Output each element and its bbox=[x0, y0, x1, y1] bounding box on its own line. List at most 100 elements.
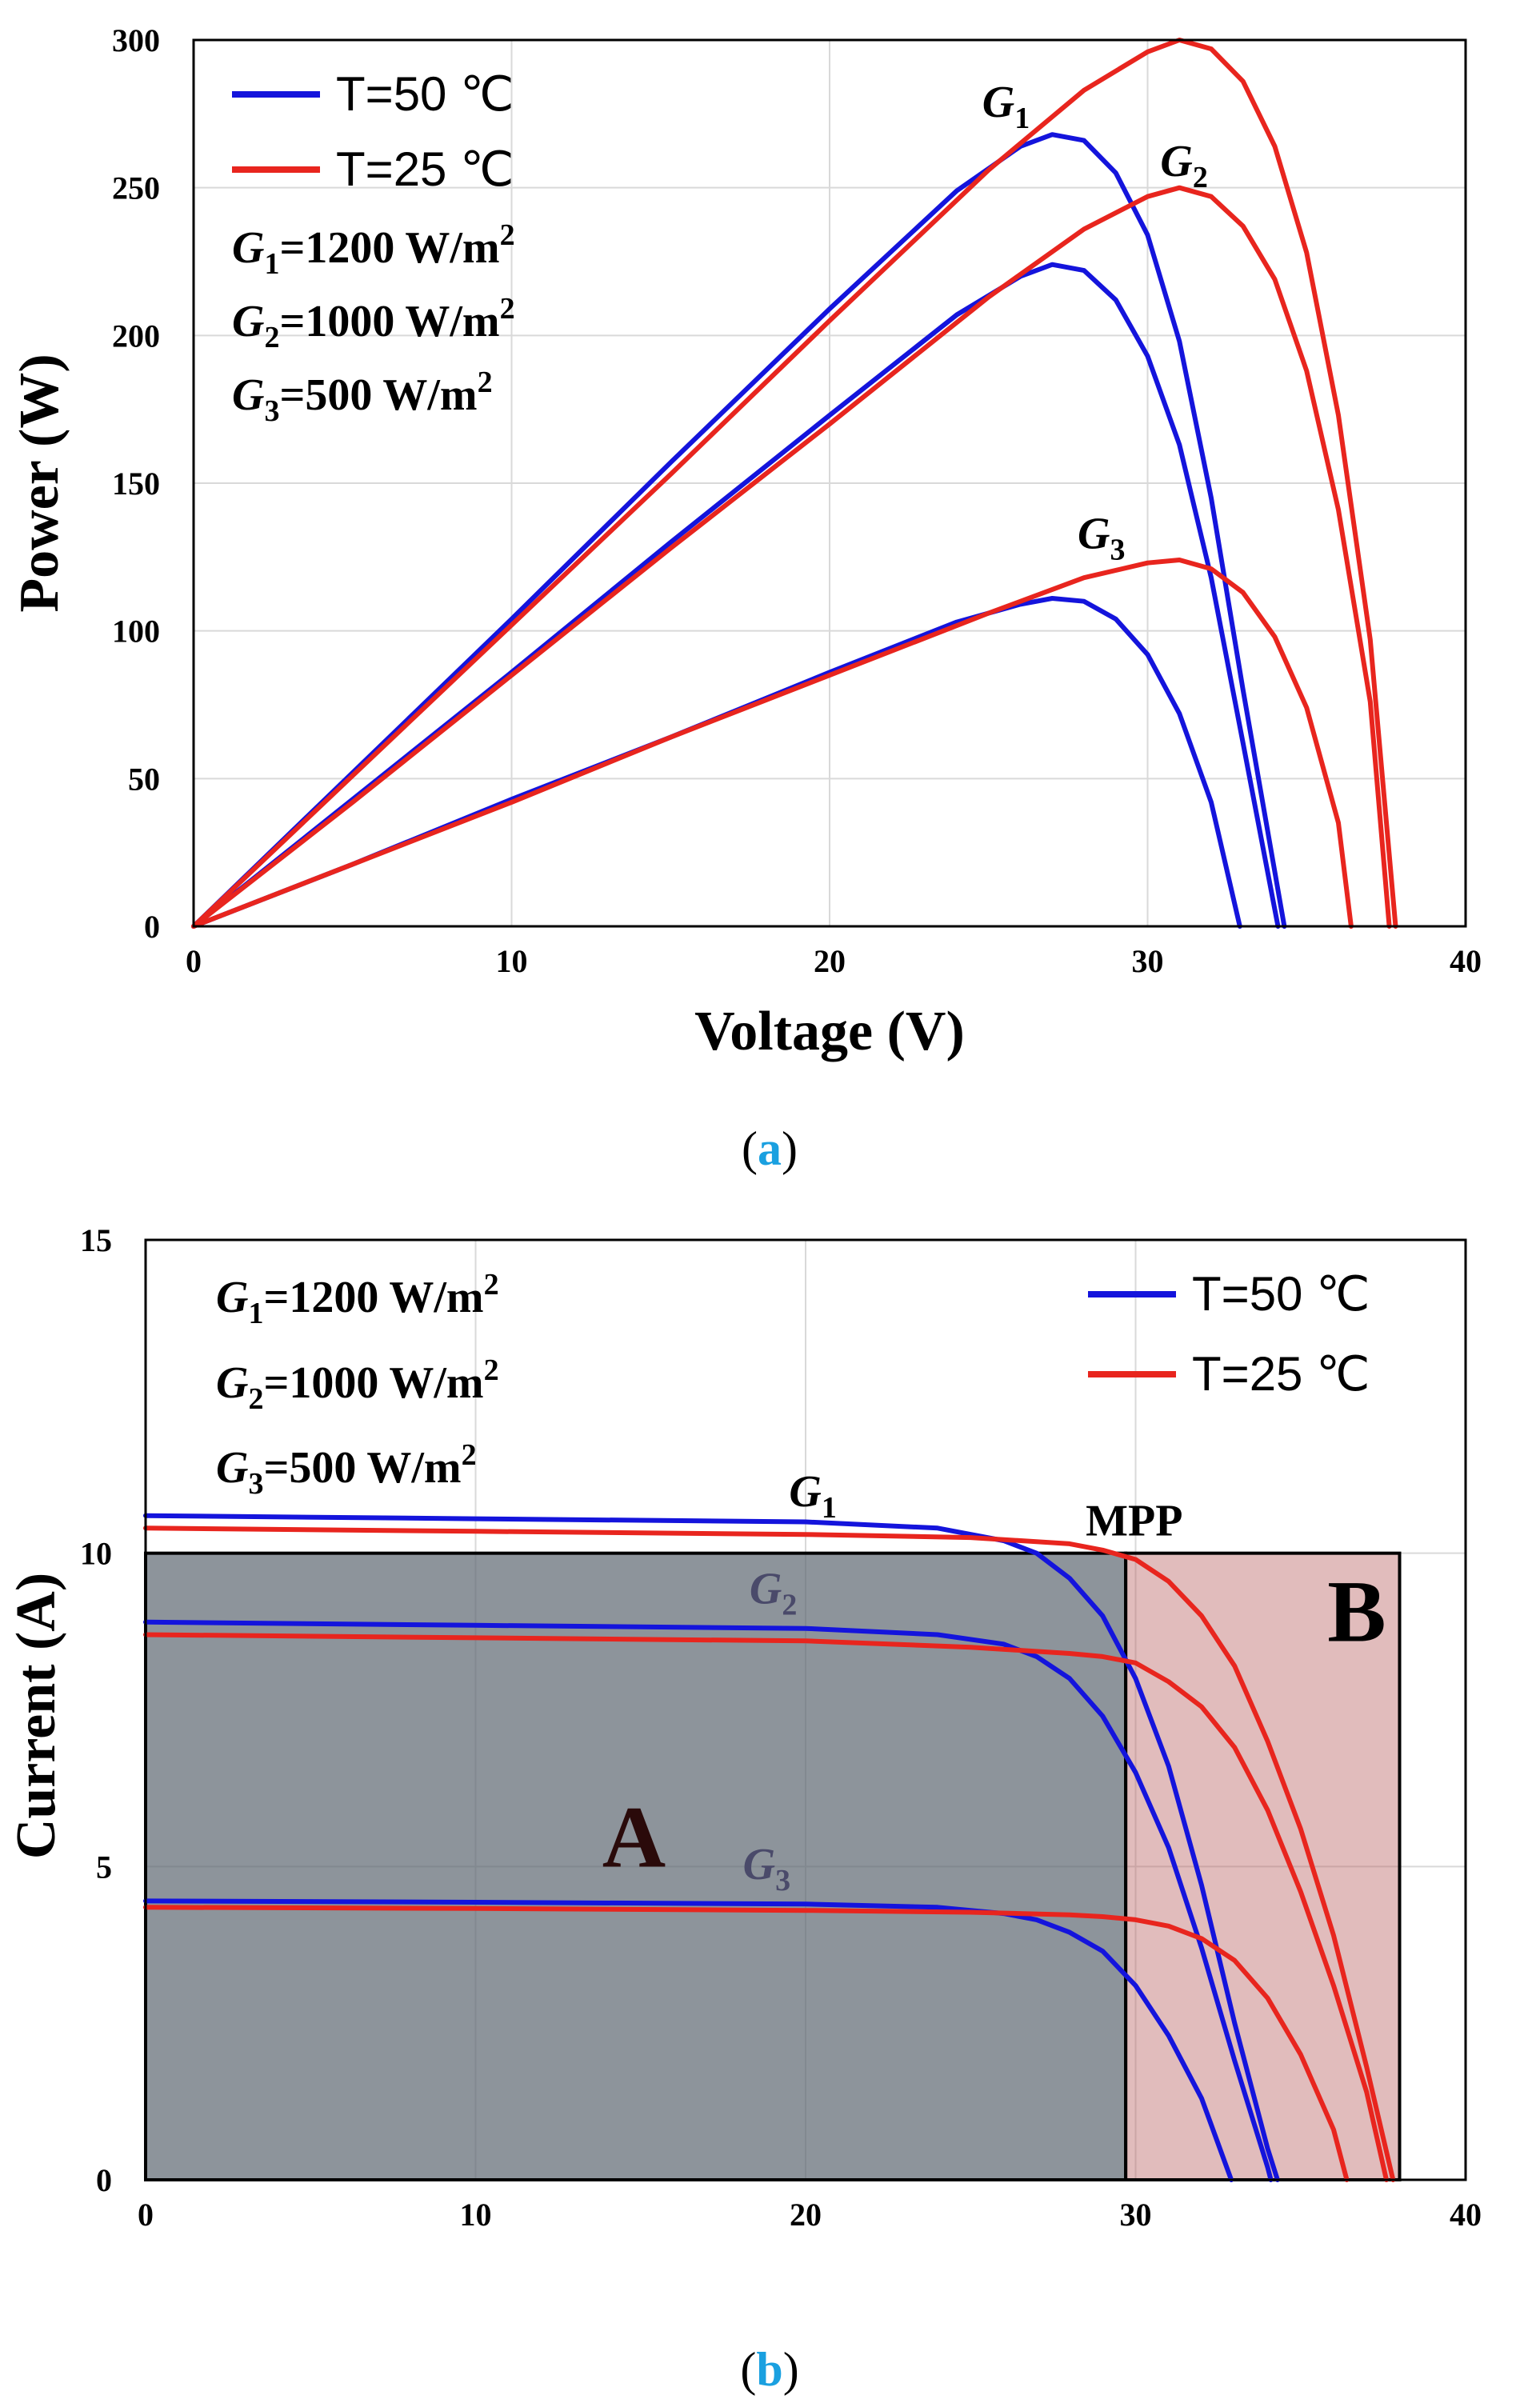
irradiance-sup: 2 bbox=[484, 1353, 499, 1387]
series-line bbox=[191, 38, 1398, 929]
y-tick-label: 0 bbox=[96, 2162, 112, 2198]
y-axis-label: Power (W) bbox=[9, 354, 70, 612]
x-tick-label: 20 bbox=[814, 943, 846, 979]
curve-label-symbol: G bbox=[743, 1840, 775, 1889]
x-tick-label: 40 bbox=[1450, 2197, 1482, 2233]
irradiance-info: G1=1200 W/m2 G2=1000 W/m2 G3=500 W/m2 bbox=[232, 218, 515, 428]
region-b bbox=[1124, 1551, 1402, 2181]
y-tick-label: 150 bbox=[112, 466, 160, 502]
series-line bbox=[191, 185, 1392, 929]
x-axis-label: Voltage (V) bbox=[694, 1001, 965, 1062]
y-tick-label: 5 bbox=[96, 1849, 112, 1885]
irradiance-value: =500 W/m bbox=[279, 370, 477, 420]
series-line bbox=[191, 262, 1281, 929]
x-tick-label: 0 bbox=[138, 2197, 154, 2233]
series-line bbox=[143, 1619, 1274, 2182]
series-lines bbox=[143, 1513, 1396, 2182]
irradiance-sub: 1 bbox=[264, 247, 279, 281]
curve-label-sub: 1 bbox=[822, 1491, 837, 1525]
region-label-b: B bbox=[1327, 1562, 1386, 1660]
panel-caption: (a) bbox=[742, 1122, 798, 1175]
y-tick-label: 300 bbox=[112, 22, 160, 58]
series-line bbox=[143, 1898, 1234, 2182]
plot-frame bbox=[144, 1238, 1467, 2181]
plot-frame bbox=[192, 38, 1467, 928]
irradiance-sub: 3 bbox=[264, 394, 279, 428]
irradiance-symbol: G bbox=[216, 1273, 248, 1322]
legend-label: T=50 ℃ bbox=[336, 67, 514, 121]
legend-label: T=25 ℃ bbox=[1192, 1347, 1370, 1401]
irradiance-sup: 2 bbox=[500, 292, 515, 326]
series-line bbox=[143, 1513, 1280, 2182]
curve-label: G1 bbox=[982, 78, 1030, 135]
curve-label-symbol: G bbox=[1078, 509, 1110, 558]
curve-label: G1 bbox=[789, 1467, 836, 1525]
mpp-annotation: MPP bbox=[1086, 1497, 1182, 1546]
irradiance-sup: 2 bbox=[484, 1268, 499, 1301]
y-tick-label: 50 bbox=[128, 761, 160, 797]
curve-label-symbol: G bbox=[982, 78, 1014, 127]
curve-label-sub: 1 bbox=[1014, 102, 1030, 135]
irradiance-value: =1200 W/m bbox=[279, 223, 499, 273]
series-lines bbox=[191, 38, 1398, 929]
irradiance-label: G2=1000 W/m2 bbox=[216, 1353, 499, 1416]
curve-label-symbol: G bbox=[1160, 137, 1192, 186]
legend-label: T=25 ℃ bbox=[336, 142, 514, 196]
region-labels: AB bbox=[602, 1562, 1386, 1885]
x-tick-label: 10 bbox=[460, 2197, 492, 2233]
irradiance-info: G1=1200 W/m2 G2=1000 W/m2 G3=500 W/m2 bbox=[216, 1268, 499, 1501]
curve-label-sub: 3 bbox=[1110, 533, 1126, 566]
curve-label-symbol: G bbox=[789, 1467, 821, 1517]
panel-a-power-chart: 0 10 20 30 40 0 50 100 150 200 250 300 T=50 ℃ T=25… bbox=[9, 22, 1482, 1175]
irradiance-symbol: G bbox=[232, 223, 264, 273]
region-label-a: A bbox=[602, 1788, 666, 1885]
series-line bbox=[191, 558, 1354, 929]
irradiance-sup: 2 bbox=[500, 218, 515, 252]
y-tick-label: 100 bbox=[112, 614, 160, 650]
irradiance-label: G3=500 W/m2 bbox=[216, 1438, 477, 1501]
irradiance-value: =1200 W/m bbox=[263, 1273, 483, 1322]
series-line bbox=[143, 1525, 1396, 2182]
series-line bbox=[143, 1905, 1350, 2182]
irradiance-sub: 2 bbox=[248, 1382, 263, 1416]
y-tick-label: 15 bbox=[80, 1222, 112, 1258]
x-tick-label: 30 bbox=[1132, 943, 1164, 979]
grid bbox=[193, 39, 1466, 927]
irradiance-sup: 2 bbox=[462, 1438, 477, 1472]
caption-letter: b bbox=[756, 2343, 782, 2396]
x-tick-label: 10 bbox=[496, 943, 528, 979]
curve-label: G2 bbox=[1160, 137, 1207, 194]
irradiance-value: =1000 W/m bbox=[263, 1358, 483, 1408]
series-line bbox=[143, 1632, 1389, 2182]
curve-label-sub: 3 bbox=[775, 1864, 790, 1897]
panel-caption: (b) bbox=[740, 2343, 798, 2396]
regions bbox=[144, 1551, 1402, 2181]
y-tick-labels: 0 5 10 15 bbox=[80, 1222, 112, 2198]
y-tick-labels: 0 50 100 150 200 250 300 bbox=[112, 22, 160, 945]
irradiance-label: G1=1200 W/m2 bbox=[216, 1268, 499, 1330]
x-tick-label: 20 bbox=[790, 2197, 822, 2233]
series-line bbox=[191, 132, 1287, 929]
irradiance-sub: 3 bbox=[248, 1467, 263, 1501]
curve-label-sub: 2 bbox=[1193, 161, 1208, 194]
irradiance-symbol: G bbox=[232, 370, 264, 420]
irradiance-value: =1000 W/m bbox=[279, 297, 499, 346]
x-tick-label: 30 bbox=[1120, 2197, 1152, 2233]
x-tick-labels: 0 10 20 30 40 bbox=[186, 943, 1482, 979]
irradiance-symbol: G bbox=[216, 1443, 248, 1493]
irradiance-symbol: G bbox=[232, 297, 264, 346]
irradiance-value: =500 W/m bbox=[263, 1443, 461, 1493]
x-tick-labels: 0 10 20 30 40 bbox=[138, 2197, 1482, 2233]
irradiance-symbol: G bbox=[216, 1358, 248, 1408]
irradiance-label: G2=1000 W/m2 bbox=[232, 292, 515, 354]
irradiance-sub: 2 bbox=[264, 321, 279, 354]
caption-letter: a bbox=[758, 1122, 782, 1175]
irradiance-sup: 2 bbox=[478, 366, 493, 399]
curve-label: G3 bbox=[743, 1840, 790, 1897]
y-tick-label: 0 bbox=[144, 909, 160, 945]
legend: T=50 ℃ T=25 ℃ bbox=[1088, 1267, 1370, 1401]
